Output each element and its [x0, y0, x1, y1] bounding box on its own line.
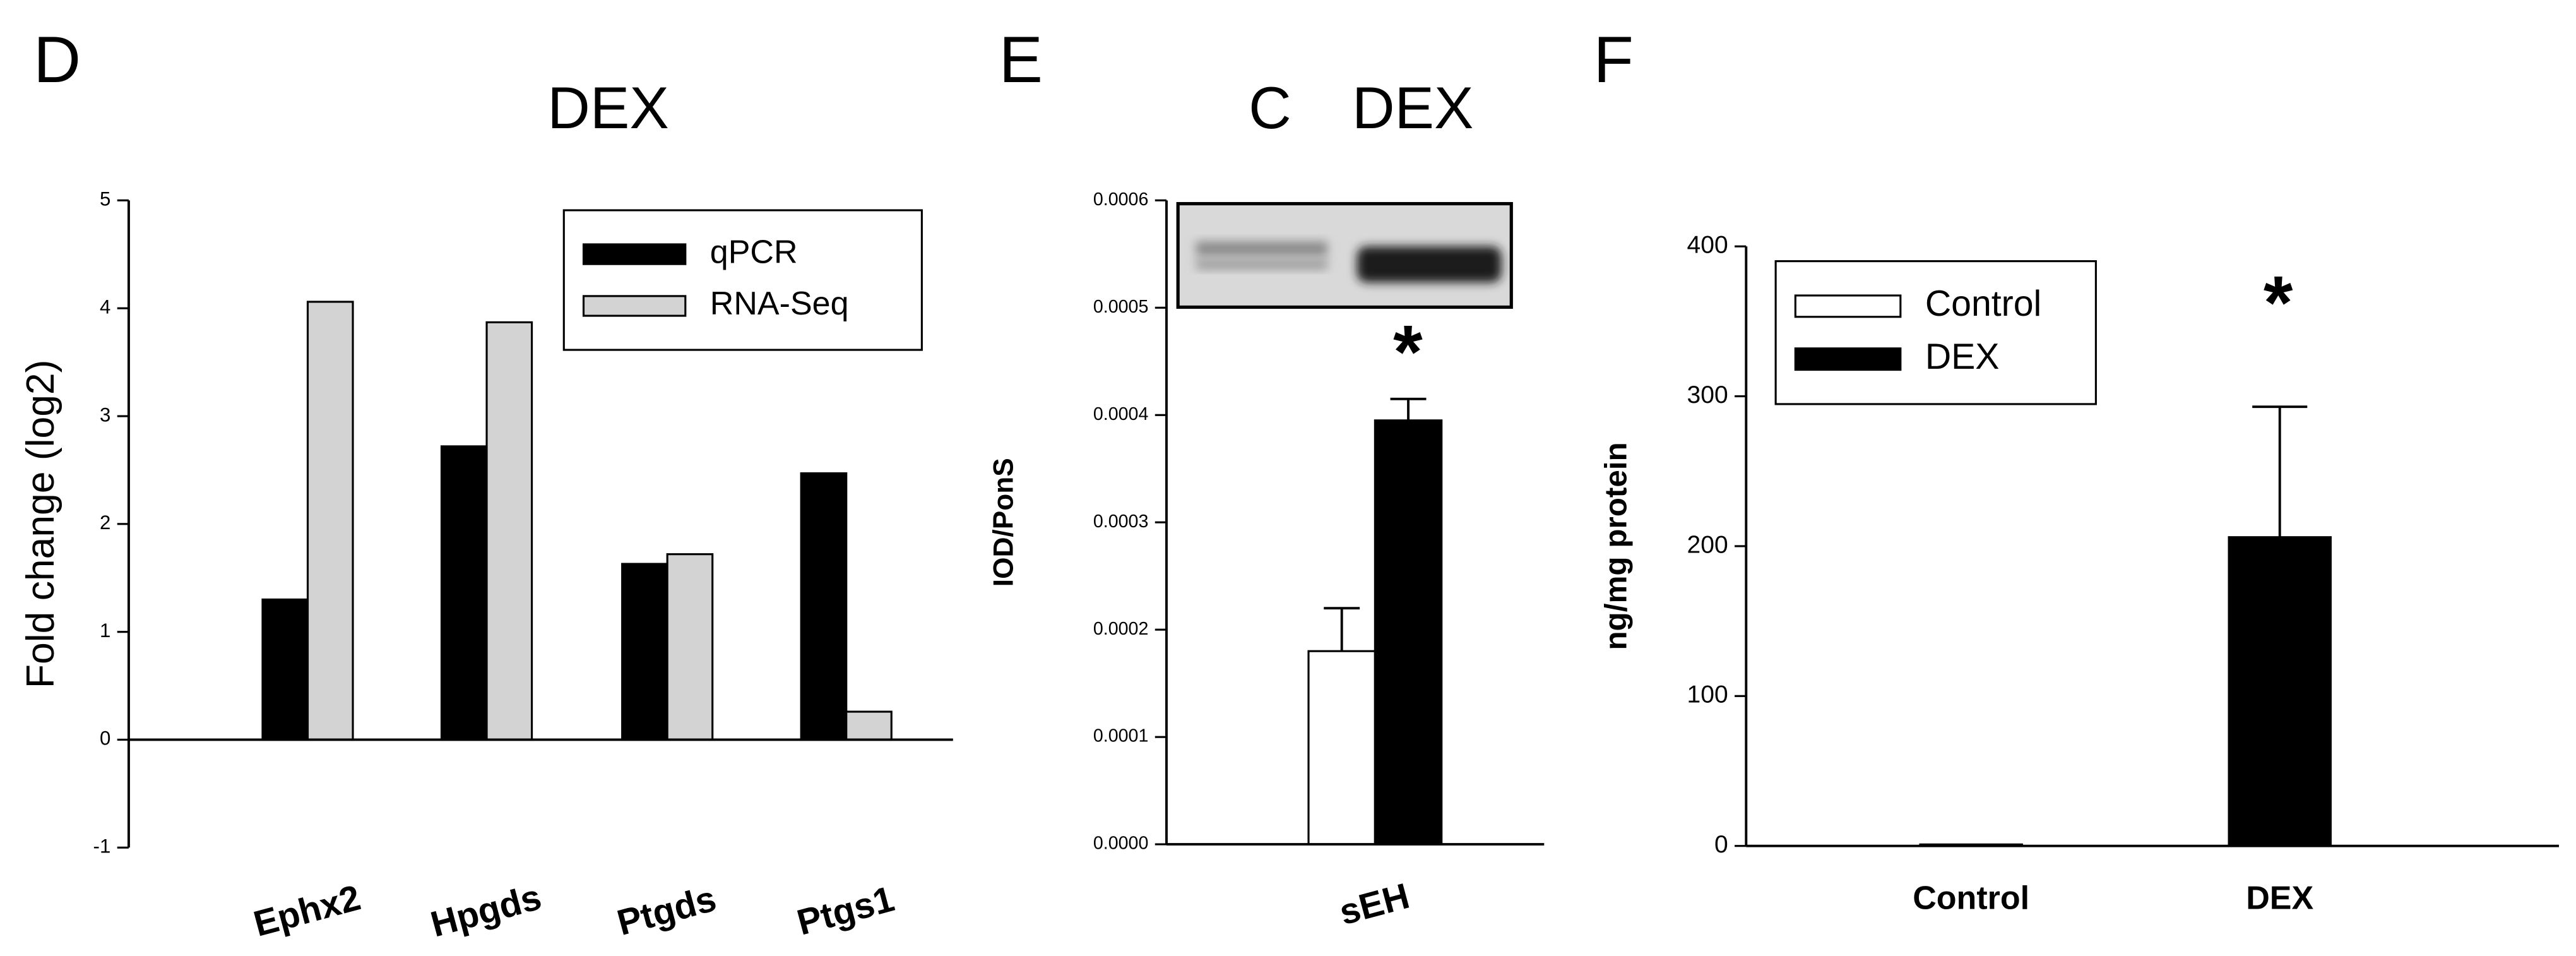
x-tick-label: Ephx2 [249, 877, 364, 944]
y-axis-label: ng/mg protein [1598, 442, 1633, 650]
y-tick-label: 0.0005 [1093, 297, 1149, 317]
panel-letter: E [999, 23, 1043, 97]
y-tick-label: 4 [100, 296, 110, 318]
y-tick-label: 1 [100, 619, 110, 642]
bar [485, 321, 533, 741]
y-tick-label: 100 [1687, 681, 1728, 708]
y-tick-label: 0.0002 [1093, 619, 1149, 639]
legend-box [562, 209, 923, 351]
bar [621, 563, 668, 741]
y-tick-label: 5 [100, 188, 110, 210]
x-tick-label: Control [1913, 880, 2029, 916]
bar [2228, 536, 2332, 847]
x-tick-label: Ptgds [613, 878, 720, 943]
x-tick-label: sEH [1335, 876, 1413, 933]
annotation: * [1393, 310, 1423, 394]
bar [440, 445, 488, 741]
bar [800, 472, 848, 741]
legend-swatch [1794, 294, 1902, 318]
y-tick-label: 0.0000 [1093, 834, 1149, 854]
legend-label: DEX [1925, 337, 2000, 377]
legend: Control DEX [1774, 260, 2097, 405]
y-tick-label: 0.0003 [1093, 511, 1149, 532]
x-tick-label: Ptgs1 [793, 879, 898, 943]
y-tick-label: 0.0006 [1093, 189, 1149, 210]
legend-swatch [1794, 347, 1902, 371]
panel-letter: F [1593, 23, 1634, 97]
panel-d: D DEX -1 0 1 2 3 4 5 Fold change (log2) Ephx2 Hpgds… [18, 23, 953, 945]
error-bar [1390, 397, 1427, 421]
y-tick-label: 0.0004 [1093, 404, 1149, 424]
panel-letter: D [33, 23, 81, 97]
error-bar [2252, 405, 2308, 537]
bar [845, 710, 893, 741]
y-tick-label: 0.0001 [1093, 726, 1149, 746]
legend-label: qPCR [710, 234, 798, 270]
x-tick-label: DEX [2246, 880, 2313, 916]
y-tick-label: 300 [1687, 381, 1728, 409]
legend-swatch [582, 295, 687, 317]
y-tick-label: 3 [100, 403, 110, 426]
y-tick-label: 0 [100, 727, 110, 750]
annotation: * [2264, 261, 2293, 345]
x-tick-label: Hpgds [427, 877, 545, 945]
lane-label: DEX [1352, 75, 1474, 141]
legend-swatch [582, 243, 687, 265]
panel-f: F 0 100 200 300 400 ng/mg protein Control DEX * Co… [1593, 23, 2559, 916]
y-tick-label: 400 [1687, 232, 1728, 259]
y-axis-label: Fold change (log2) [18, 360, 62, 689]
legend: qPCR RNA-Seq [562, 209, 923, 351]
error-bar [1324, 607, 1360, 652]
bar [666, 553, 714, 741]
y-tick-label: 0 [1714, 831, 1728, 858]
bar [306, 301, 354, 741]
chart-title: DEX [547, 75, 669, 141]
panel-e: E C DEX 0.0000 0.0001 0.0002 0.0003 0.0004 0.000… [988, 23, 1545, 933]
bar [1307, 650, 1376, 845]
legend-label: Control [1925, 284, 2041, 324]
blot-image [1176, 201, 1513, 309]
bar [1374, 419, 1443, 845]
legend-box [1774, 260, 2097, 405]
legend-label: RNA-Seq [710, 285, 849, 322]
y-tick-label: -1 [93, 835, 111, 857]
y-tick-label: 200 [1687, 531, 1728, 558]
bar [261, 598, 309, 741]
y-tick-label: 2 [100, 511, 110, 534]
lane-label: C [1249, 75, 1291, 141]
y-axis-label: IOD/PonS [988, 458, 1019, 587]
